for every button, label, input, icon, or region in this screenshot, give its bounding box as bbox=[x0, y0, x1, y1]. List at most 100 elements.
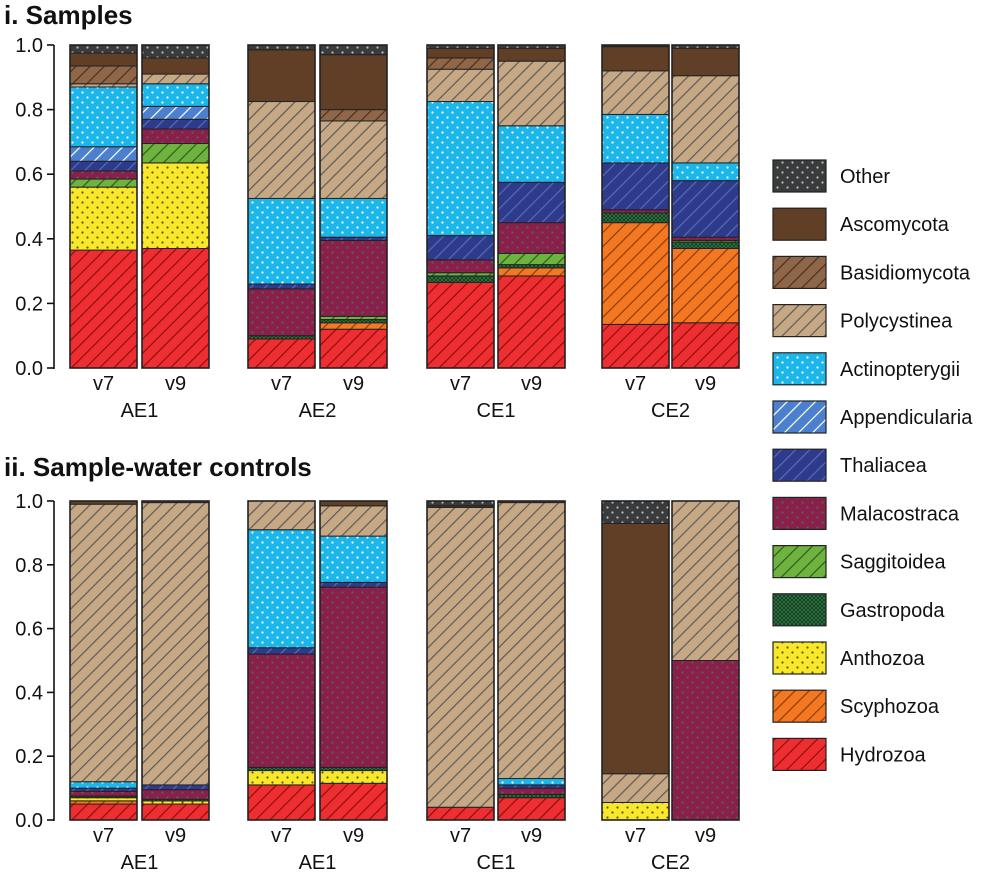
group-label: AE1 bbox=[299, 852, 337, 874]
bar-outline bbox=[426, 44, 495, 369]
segment-hydrozoa bbox=[426, 281, 495, 369]
segment-polycystinea bbox=[141, 73, 210, 85]
segment-thaliacea bbox=[671, 180, 740, 238]
segment-hydrozoa bbox=[69, 803, 138, 821]
group-label: CE1 bbox=[477, 852, 516, 874]
segment-hydrozoa bbox=[601, 323, 670, 369]
bar-outline bbox=[69, 44, 138, 369]
legend-label: Thaliacea bbox=[840, 455, 928, 477]
segment-hydrozoa bbox=[426, 806, 495, 821]
segment-actinopterygii bbox=[671, 162, 740, 182]
legend-swatch bbox=[772, 689, 827, 723]
segment-saggitoidea bbox=[141, 143, 210, 164]
bar-outline bbox=[247, 44, 316, 369]
y-tick-label: 0.8 bbox=[15, 555, 43, 577]
segment-polycystinea bbox=[319, 120, 388, 199]
bar-label: v7 bbox=[450, 825, 471, 847]
segment-ascomycota bbox=[69, 52, 138, 67]
legend: Other Ascomycota Basidiomycota Polycystinea… bbox=[772, 159, 973, 772]
legend-label: Polycystinea bbox=[840, 311, 953, 333]
bar-outline bbox=[319, 44, 388, 369]
segment-malacostraca bbox=[141, 128, 210, 145]
bar-ae1-v9 bbox=[141, 44, 210, 369]
group-label: CE2 bbox=[651, 400, 690, 422]
legend-swatch bbox=[772, 448, 827, 482]
bar-ae2-v7 bbox=[247, 44, 316, 369]
bar-label: v7 bbox=[625, 825, 646, 847]
segment-gastropoda bbox=[671, 241, 740, 249]
segment-hydrozoa bbox=[319, 328, 388, 369]
segment-actinopterygii bbox=[426, 101, 495, 237]
bar-label: v7 bbox=[93, 373, 114, 395]
bar-label: v7 bbox=[450, 373, 471, 395]
segment-basidiomycota bbox=[69, 65, 138, 85]
segment-other bbox=[141, 44, 210, 59]
panel-title-samples: i. Samples bbox=[4, 0, 133, 30]
segment-thaliacea bbox=[319, 581, 388, 588]
segment-thaliacea bbox=[69, 160, 138, 172]
segment-malacostraca bbox=[141, 789, 210, 800]
segment-actinopterygii bbox=[69, 86, 138, 148]
segment-malacostraca bbox=[69, 790, 138, 797]
segment-saggitoidea bbox=[497, 252, 566, 266]
bar-label: v9 bbox=[165, 825, 186, 847]
segment-malacostraca bbox=[247, 288, 316, 337]
legend-label: Gastropoda bbox=[840, 600, 945, 622]
bar-outline bbox=[601, 500, 670, 821]
legend-label: Scyphozoa bbox=[840, 696, 940, 718]
segment-anthozoa bbox=[247, 770, 316, 786]
segment-basidiomycota bbox=[319, 109, 388, 122]
segment-thaliacea bbox=[141, 784, 210, 791]
bar-ce2-v7 bbox=[601, 500, 670, 821]
bar-outline bbox=[141, 500, 210, 821]
segment-malacostraca bbox=[319, 239, 388, 317]
group-label: CE2 bbox=[651, 852, 690, 874]
segment-malacostraca bbox=[319, 586, 388, 768]
legend-label: Malacostraca bbox=[840, 503, 960, 525]
legend-swatch bbox=[772, 593, 827, 627]
segment-actinopterygii bbox=[497, 778, 566, 786]
bar-label: v9 bbox=[343, 825, 364, 847]
bar-label: v7 bbox=[271, 373, 292, 395]
segment-actinopterygii bbox=[247, 529, 316, 649]
y-tick-label: 0.2 bbox=[15, 746, 43, 768]
bar-ae1-v9 bbox=[319, 500, 388, 821]
segment-polycystinea bbox=[247, 500, 316, 531]
bar-label: v9 bbox=[695, 373, 716, 395]
segment-polycystinea bbox=[426, 68, 495, 103]
segment-polycystinea bbox=[601, 773, 670, 803]
segment-polycystinea bbox=[141, 502, 210, 786]
segment-actinopterygii bbox=[319, 535, 388, 583]
legend-label: Appendicularia bbox=[840, 407, 973, 429]
bar-ae1-v7 bbox=[69, 44, 138, 369]
segment-actinopterygii bbox=[497, 125, 566, 183]
bar-label: v9 bbox=[521, 373, 542, 395]
segment-ascomycota bbox=[601, 522, 670, 775]
y-tick-label: 0.0 bbox=[15, 810, 43, 832]
segment-anthozoa bbox=[69, 186, 138, 251]
segment-ascomycota bbox=[426, 47, 495, 59]
bar-outline bbox=[497, 500, 566, 821]
group-label: CE1 bbox=[477, 400, 516, 422]
segment-actinopterygii bbox=[319, 197, 388, 238]
bar-outline bbox=[497, 44, 566, 369]
y-tick-label: 1.0 bbox=[15, 35, 43, 57]
bar-label: v9 bbox=[343, 373, 364, 395]
bar-label: v9 bbox=[695, 825, 716, 847]
legend-label: Anthozoa bbox=[840, 648, 925, 670]
legend-label: Other bbox=[840, 166, 890, 188]
segment-thaliacea bbox=[601, 162, 670, 211]
segment-hydrozoa bbox=[69, 249, 138, 369]
segment-hydrozoa bbox=[497, 275, 566, 369]
group-label: AE2 bbox=[299, 400, 337, 422]
segment-anthozoa bbox=[141, 162, 210, 249]
legend-item-other: Other bbox=[772, 159, 890, 193]
bar-label: v7 bbox=[271, 825, 292, 847]
bar-outline bbox=[601, 44, 670, 369]
legend-swatch bbox=[772, 255, 827, 289]
segment-other bbox=[601, 500, 670, 524]
segment-scyphozoa bbox=[601, 222, 670, 325]
segment-ascomycota bbox=[497, 47, 566, 62]
bar-outline bbox=[671, 500, 740, 821]
y-tick-label: 0.4 bbox=[15, 229, 43, 251]
